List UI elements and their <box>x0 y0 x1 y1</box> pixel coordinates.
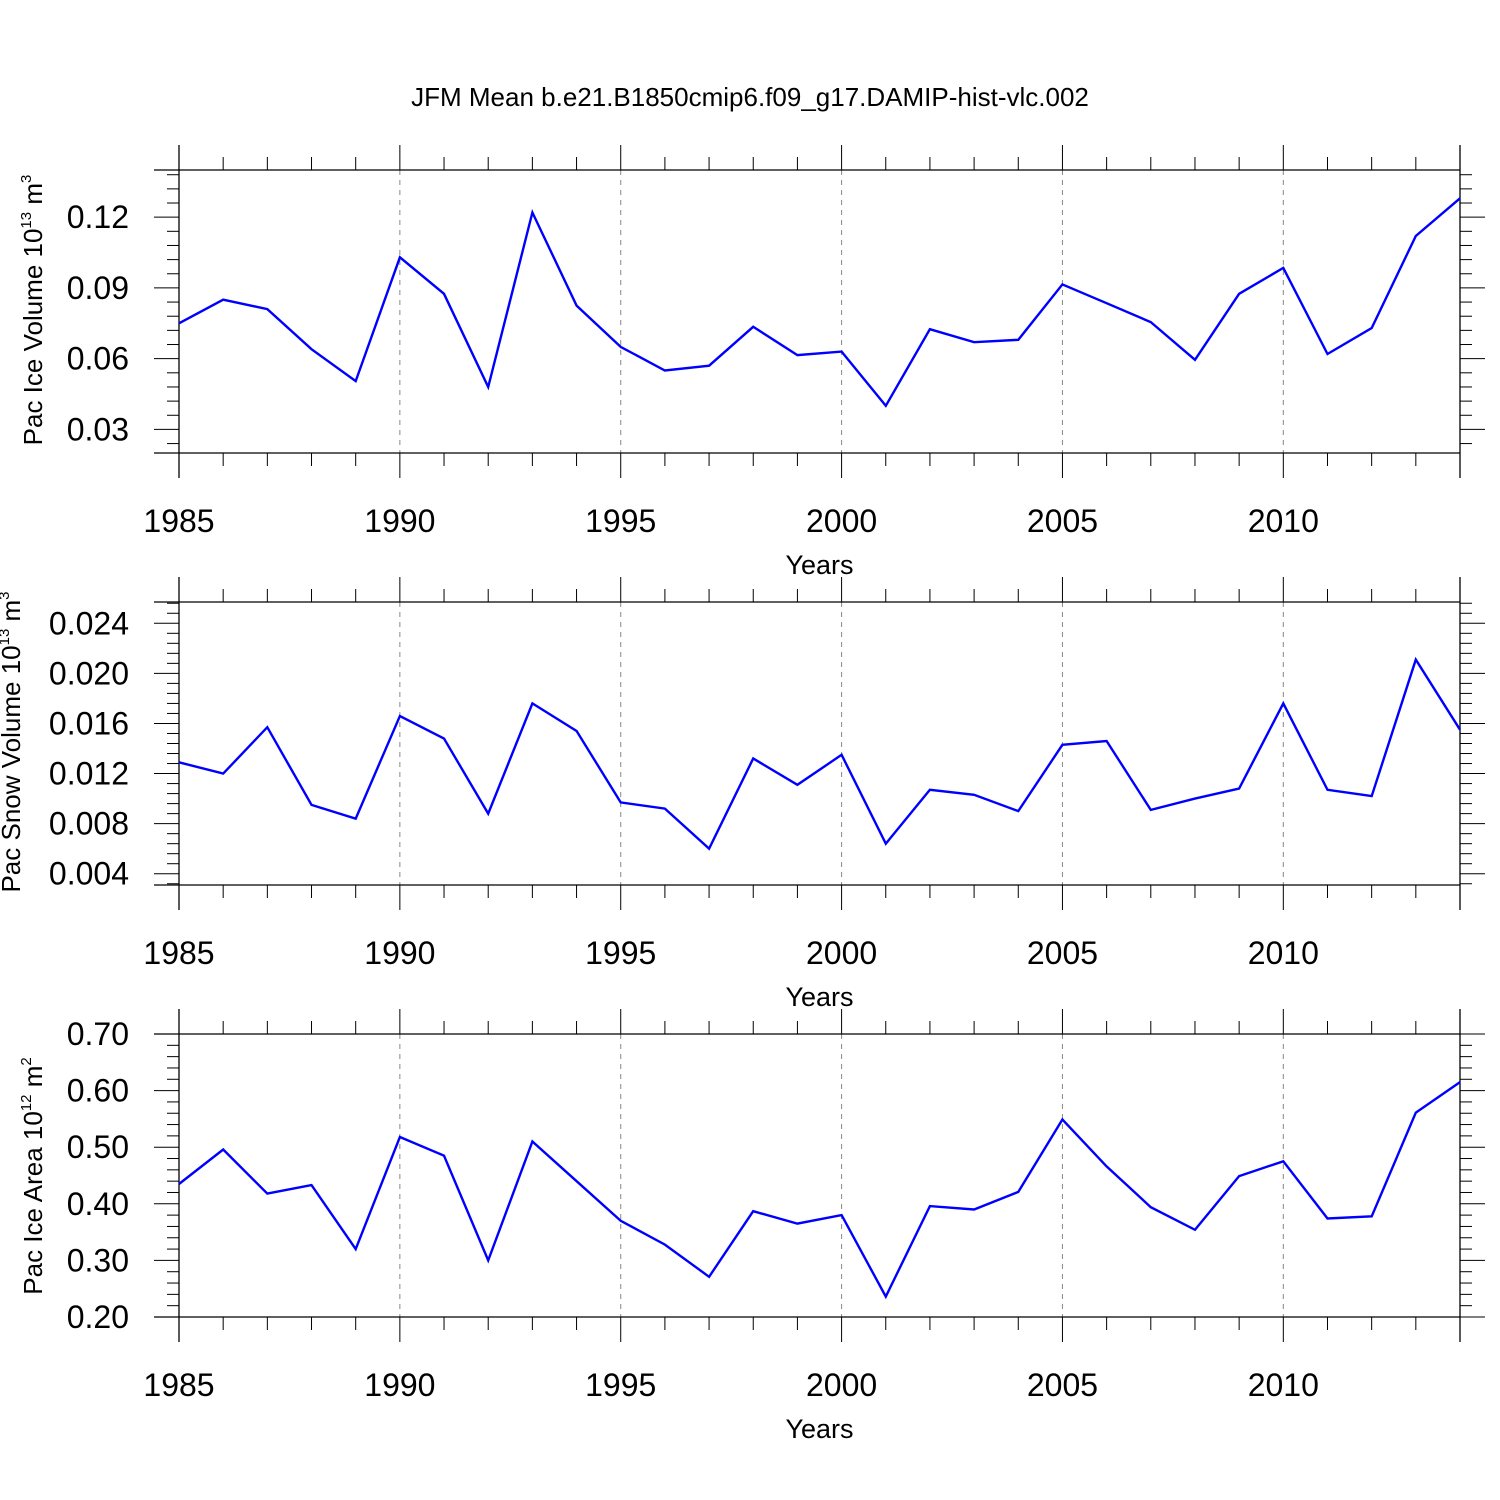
series-line-1 <box>178 197 1461 408</box>
x-tick-label: 2005 <box>1027 935 1098 971</box>
x-tick-label: 2010 <box>1248 1367 1319 1403</box>
x-tick-label: 1995 <box>585 1367 656 1403</box>
y-tick-label: 0.09 <box>67 270 129 306</box>
x-tick-label: 1985 <box>143 1367 214 1403</box>
y-tick-label: 0.40 <box>67 1186 129 1222</box>
panel-3: 0.20 0.30 0.40 0.50 0.60 0.70 1985 1990 1995 2000… <box>18 1009 1485 1444</box>
x-tick-label: 1995 <box>585 503 656 539</box>
x-tick-label: 1990 <box>364 935 435 971</box>
y-tick-label: 0.024 <box>49 605 129 641</box>
y-axis-title: Pac Snow Volume 1013 m3 <box>0 591 26 892</box>
panel-1: 0.03 0.06 0.09 0.12 1985 1990 1995 2000 2005 2010… <box>18 145 1485 580</box>
y-tick-label: 0.03 <box>67 411 129 447</box>
chart-title: JFM Mean b.e21.B1850cmip6.f09_g17.DAMIP-… <box>411 82 1089 112</box>
x-tick-label: 1990 <box>364 1367 435 1403</box>
x-tick-label: 2000 <box>806 1367 877 1403</box>
x-tick-label: 1985 <box>143 935 214 971</box>
series-line-3 <box>178 1081 1461 1300</box>
x-tick-label: 2000 <box>806 935 877 971</box>
y-tick-label: 0.004 <box>49 856 129 892</box>
series-line-2 <box>178 656 1462 851</box>
y-tick-label: 0.12 <box>67 199 129 235</box>
y-axis-title: Pac Ice Volume 1013 m3 <box>18 175 48 446</box>
x-tick-label: 1995 <box>585 935 656 971</box>
x-tick-label: 2005 <box>1027 1367 1098 1403</box>
panel-2: 0.004 0.008 0.012 0.016 0.020 0.024 1985 1990 19… <box>0 577 1485 1012</box>
x-tick-label: 2000 <box>806 503 877 539</box>
y-axis-title: Pac Ice Area 1012 m2 <box>18 1057 48 1294</box>
x-tick-label: 2005 <box>1027 503 1098 539</box>
x-axis-title: Years <box>785 1414 853 1444</box>
y-tick-label: 0.70 <box>67 1016 129 1052</box>
y-tick-label: 0.20 <box>67 1299 129 1335</box>
x-axis-title: Years <box>785 550 853 580</box>
y-tick-label: 0.30 <box>67 1242 129 1278</box>
y-tick-label: 0.008 <box>49 806 129 842</box>
y-tick-label: 0.016 <box>49 705 129 741</box>
x-axis-title: Years <box>785 982 853 1012</box>
x-tick-label: 2010 <box>1248 503 1319 539</box>
y-tick-label: 0.60 <box>67 1073 129 1109</box>
y-tick-label: 0.50 <box>67 1129 129 1165</box>
y-tick-label: 0.012 <box>49 756 129 792</box>
y-tick-label: 0.020 <box>49 655 129 691</box>
x-tick-label: 1985 <box>143 503 214 539</box>
y-tick-label: 0.06 <box>67 341 129 377</box>
x-tick-label: 1990 <box>364 503 435 539</box>
panels: 0.03 0.06 0.09 0.12 1985 1990 1995 2000 2005 2010… <box>0 145 1485 1444</box>
x-tick-label: 2010 <box>1248 935 1319 971</box>
